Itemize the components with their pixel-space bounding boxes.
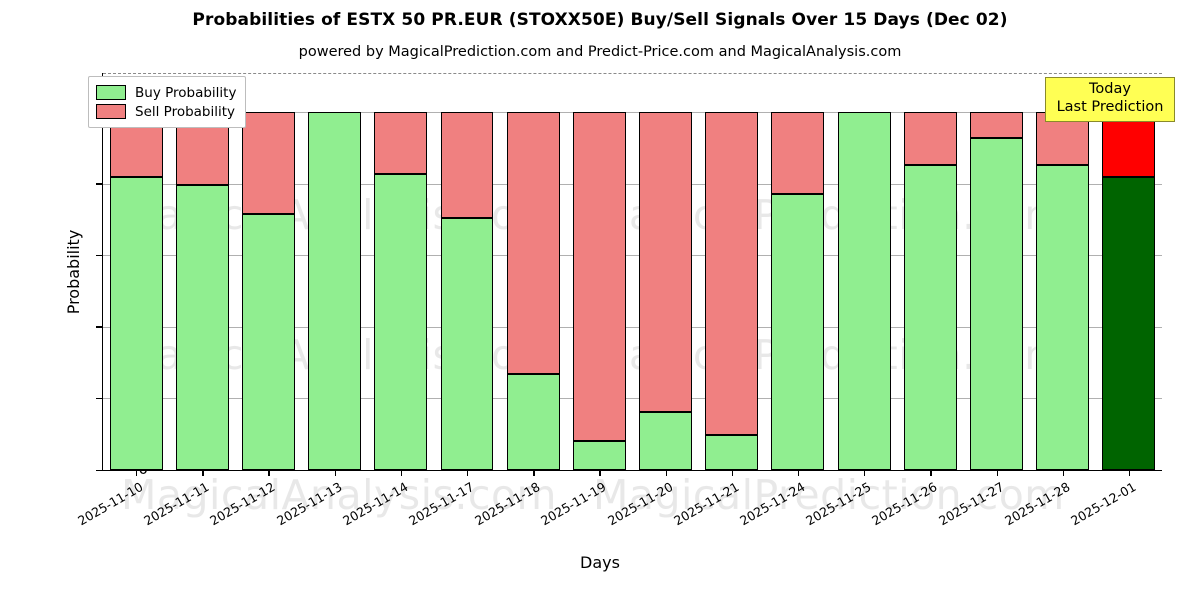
bar-segment-sell[interactable]: [572, 112, 626, 442]
bar-segment-buy[interactable]: [241, 214, 295, 470]
bar-group[interactable]: [308, 73, 362, 470]
plot-area: Probability 020406080100MagicalAnalysis.…: [64, 73, 1162, 528]
bar-segment-sell[interactable]: [903, 112, 957, 166]
bar-segment-buy[interactable]: [970, 138, 1023, 470]
gridline: [103, 326, 1162, 328]
legend-label-sell: Sell Probability: [135, 103, 236, 120]
bar-group[interactable]: [970, 73, 1023, 470]
today-label-line2: Last Prediction: [1056, 98, 1164, 115]
x-axis-tick: [930, 470, 932, 476]
bar-group[interactable]: [903, 73, 957, 470]
x-axis-tick: [400, 470, 403, 476]
today-annotation: Today Last Prediction: [1045, 77, 1175, 123]
x-axis-tick: [202, 470, 204, 476]
bar-segment-sell[interactable]: [771, 112, 825, 194]
bar-segment-buy[interactable]: [705, 434, 759, 470]
bar-group[interactable]: [572, 73, 626, 470]
gridline: [103, 255, 1162, 257]
legend-swatch-buy: [96, 85, 126, 100]
y-axis-tick: [96, 183, 103, 185]
bar-segment-sell[interactable]: [639, 112, 693, 413]
x-axis-title: Days: [580, 553, 620, 572]
y-axis-tick: [96, 469, 103, 471]
bar-segment-buy[interactable]: [109, 176, 163, 470]
y-axis-tick: [96, 326, 103, 328]
chart-subtitle: powered by MagicalPrediction.com and Pre…: [298, 44, 902, 60]
x-axis-tick-label: 2025-11-12: [207, 479, 278, 529]
bar-segment-buy[interactable]: [440, 218, 494, 470]
bar-segment-buy[interactable]: [837, 112, 891, 470]
bar-group[interactable]: [639, 73, 693, 470]
bar-segment-buy[interactable]: [308, 112, 362, 470]
x-axis-tick: [599, 470, 601, 476]
x-axis-tick: [864, 470, 866, 476]
bar-segment-buy[interactable]: [572, 441, 626, 470]
legend-label-buy: Buy Probability: [135, 84, 237, 101]
bar-group[interactable]: [109, 73, 163, 470]
bar-group[interactable]: [1102, 73, 1156, 470]
bar-group[interactable]: [837, 73, 891, 470]
bar-segment-sell[interactable]: [970, 112, 1023, 139]
x-axis-tick: [268, 470, 270, 476]
bar-segment-sell[interactable]: [241, 112, 295, 215]
bar-group[interactable]: [241, 73, 295, 470]
y-axis-title: Probability: [63, 229, 83, 314]
bar-group[interactable]: [771, 73, 825, 470]
x-axis-tick-label: 2025-11-26: [869, 479, 940, 529]
x-axis-tick: [665, 470, 667, 476]
x-axis-tick: [996, 470, 998, 476]
chart-title: Probabilities of ESTX 50 PR.EUR (STOXX50…: [192, 10, 1008, 30]
bar-group[interactable]: [374, 73, 428, 470]
bar-segment-buy[interactable]: [639, 412, 693, 470]
x-axis-tick: [334, 470, 336, 476]
x-axis-tick-label: 2025-11-19: [538, 479, 609, 529]
bar-segment-buy[interactable]: [1036, 164, 1090, 470]
x-axis-tick: [1062, 470, 1065, 476]
bar-segment-sell[interactable]: [506, 112, 560, 375]
bar-segment-buy[interactable]: [374, 174, 428, 470]
gridline: [103, 398, 1162, 400]
reference-dashed-line: [103, 73, 1162, 74]
gridline: [103, 112, 1162, 114]
legend-item-sell: Sell Probability: [96, 102, 236, 121]
bar-segment-buy[interactable]: [903, 165, 957, 470]
bar-group[interactable]: [175, 73, 229, 470]
legend-item-buy: Buy Probability: [96, 83, 236, 102]
bar-segment-buy[interactable]: [1102, 177, 1156, 470]
bar-group[interactable]: [1036, 73, 1090, 470]
x-axis-tick: [1128, 470, 1131, 476]
bar-group[interactable]: [705, 73, 759, 470]
bar-group[interactable]: [506, 73, 560, 470]
chart-legend: Buy Probability Sell Probability: [88, 76, 247, 128]
bar-group[interactable]: [440, 73, 494, 470]
legend-swatch-sell: [96, 104, 126, 119]
bar-segment-sell[interactable]: [440, 112, 494, 219]
bar-segment-buy[interactable]: [175, 185, 229, 470]
x-axis-tick-label: 2025-11-27: [935, 479, 1007, 529]
x-axis-tick: [136, 470, 138, 476]
x-axis-tick: [731, 470, 734, 476]
bar-segment-sell[interactable]: [705, 112, 759, 435]
x-axis-tick: [467, 470, 469, 476]
bar-segment-buy[interactable]: [771, 193, 825, 470]
bar-segment-sell[interactable]: [374, 112, 428, 175]
bar-segment-buy[interactable]: [506, 374, 560, 470]
y-axis-tick: [96, 254, 103, 257]
x-axis-tick: [533, 470, 535, 476]
today-label-line1: Today: [1089, 81, 1131, 97]
x-axis-tick: [797, 470, 800, 476]
y-axis-tick: [96, 397, 103, 400]
gridline: [103, 183, 1162, 185]
